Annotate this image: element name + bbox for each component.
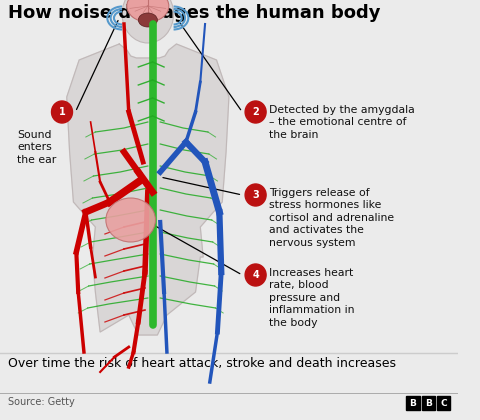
Text: 4: 4 bbox=[252, 270, 259, 280]
Text: Increases heart
rate, blood
pressure and
inflammation in
the body: Increases heart rate, blood pressure and… bbox=[269, 268, 354, 328]
Text: Over time the risk of heart attack, stroke and death increases: Over time the risk of heart attack, stro… bbox=[8, 357, 396, 370]
Circle shape bbox=[245, 264, 266, 286]
Circle shape bbox=[245, 101, 266, 123]
Text: Detected by the amygdala
– the emotional centre of
the brain: Detected by the amygdala – the emotional… bbox=[269, 105, 415, 140]
Polygon shape bbox=[67, 44, 229, 335]
Text: B: B bbox=[425, 399, 432, 407]
Text: Sound
enters
the ear: Sound enters the ear bbox=[17, 130, 57, 165]
Ellipse shape bbox=[106, 198, 156, 242]
Text: 2: 2 bbox=[252, 107, 259, 117]
FancyBboxPatch shape bbox=[421, 396, 435, 410]
Text: Source: Getty: Source: Getty bbox=[8, 397, 74, 407]
Text: 1: 1 bbox=[59, 107, 65, 117]
Ellipse shape bbox=[122, 0, 174, 43]
Text: B: B bbox=[409, 399, 417, 407]
Text: 3: 3 bbox=[252, 190, 259, 200]
Circle shape bbox=[245, 184, 266, 206]
Ellipse shape bbox=[127, 0, 169, 22]
FancyBboxPatch shape bbox=[437, 396, 450, 410]
FancyBboxPatch shape bbox=[406, 396, 420, 410]
Text: C: C bbox=[440, 399, 447, 407]
Circle shape bbox=[51, 101, 72, 123]
Ellipse shape bbox=[138, 13, 157, 27]
Text: Triggers release of
stress hormones like
cortisol and adrenaline
and activates t: Triggers release of stress hormones like… bbox=[269, 188, 394, 248]
Text: How noise damages the human body: How noise damages the human body bbox=[8, 4, 380, 22]
